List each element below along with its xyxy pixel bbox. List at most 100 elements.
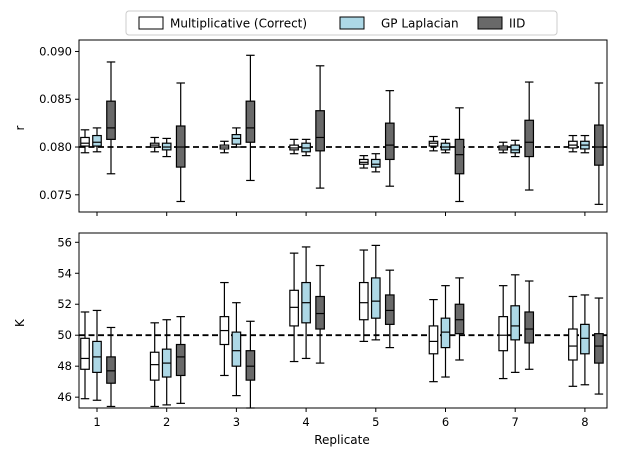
box-r-iid-rep2 [175,82,186,203]
box-body [454,138,465,175]
legend-swatch-iid [477,16,503,30]
box-r-iid-rep4 [315,65,325,189]
box-r-multiplicative-rep5 [358,155,369,169]
box-k-multiplicative-rep8 [568,295,578,387]
panel-k-plot-area [79,244,607,409]
box-r-iid-rep1 [106,61,116,175]
panel-r-plot-area [79,54,607,205]
box-k-gp-laplacian-rep1 [92,309,102,401]
box-body [80,136,90,147]
panel-k-x-tick-label: 7 [512,415,519,429]
box-k-multiplicative-rep1 [80,311,90,400]
panel-k-y-tick-label: 48 [57,359,72,373]
box-body [384,122,395,161]
box-k-iid-rep6 [454,277,465,361]
panel-k-x-label: Replicate [314,433,370,447]
panel-r-x-axis [96,212,586,216]
box-r-gp-laplacian-rep2 [161,137,172,158]
box-r-gp-laplacian-rep5 [370,153,381,173]
panel-r-y-tick-label: 0.080 [39,140,72,154]
panel-k-y-label: K [13,318,27,327]
box-body [440,317,451,349]
box-body [245,100,256,143]
box-body [384,294,395,325]
legend-label-gp-laplacian: GP Laplacian [381,17,459,31]
panel-k-frame [78,232,608,409]
box-body [315,295,325,330]
box-k-iid-rep3 [245,320,256,409]
box-body [358,281,369,321]
panel-k-y-tick-label: 56 [57,235,72,249]
box-body [568,328,578,361]
box-k-iid-rep7 [524,280,535,370]
box-body [245,350,256,381]
box-r-iid-rep3 [245,54,256,182]
box-k-multiplicative-rep2 [149,322,160,408]
panel-k-x-tick-label: 1 [93,415,100,429]
box-k-iid-rep8 [594,297,604,395]
box-r-gp-laplacian-rep4 [301,138,311,157]
panel-k-x-tick-label: 8 [581,415,588,429]
box-r-gp-laplacian-rep6 [440,138,451,154]
box-body [510,305,521,341]
box-k-iid-rep5 [384,269,395,349]
box-r-iid-rep5 [384,90,395,187]
box-k-gp-laplacian-rep5 [370,244,381,341]
panel-k-x-tick-label: 3 [233,415,240,429]
box-k-gp-laplacian-rep4 [301,246,311,360]
legend-swatch-gp-laplacian [339,16,365,30]
box-body [80,337,90,370]
box-r-multiplicative-rep2 [149,136,160,153]
box-body [498,316,509,352]
box-body [524,311,535,344]
box-body [231,134,242,145]
box-k-iid-rep1 [106,326,116,408]
box-body [524,119,535,158]
box-body [580,323,590,355]
panel-k-x-tick-label: 2 [163,415,170,429]
box-body [370,158,381,168]
box-r-iid-rep6 [454,107,465,203]
box-body [289,289,299,327]
panel-k-x-tick-label: 6 [442,415,449,429]
box-body [106,100,116,140]
legend: Multiplicative (Correct) GP Laplacian II… [125,10,558,36]
legend-label-multiplicative: Multiplicative (Correct) [170,17,307,31]
panel-k-y-axis: 46 48 50 52 54 56 [57,235,79,404]
box-body [428,325,439,355]
box-r-gp-laplacian-rep3 [231,127,242,148]
panel-r-y-tick-label: 0.085 [39,92,72,106]
box-body [175,343,186,377]
panel-r: 0.075 0.080 0.085 0.090 r [13,39,608,216]
legend-label-iid: IID [509,17,525,31]
box-r-multiplicative-rep3 [219,140,230,154]
box-k-iid-rep4 [315,264,325,364]
box-k-multiplicative-rep6 [428,298,439,383]
panel-r-y-label: r [13,125,27,130]
box-body [594,333,604,364]
panel-r-y-tick-label: 0.075 [39,188,72,202]
box-k-gp-laplacian-rep2 [161,319,172,406]
box-r-multiplicative-rep7 [498,141,509,154]
box-body [315,110,325,152]
panel-k-x-tick-label: 4 [302,415,309,429]
panel-k-x-tick-label: 5 [372,415,379,429]
box-r-iid-rep7 [524,81,535,191]
box-body [454,303,465,335]
panel-r-y-tick-label: 0.090 [39,44,72,58]
panel-k-x-axis: 1 2 3 4 5 6 7 8 [93,408,589,429]
box-k-multiplicative-rep5 [358,249,369,343]
box-body [594,124,604,166]
box-r-multiplicative-rep8 [568,134,578,153]
box-k-gp-laplacian-rep8 [580,294,590,386]
legend-swatch-multiplicative [138,16,164,30]
box-body [149,351,160,381]
box-k-multiplicative-rep3 [219,281,230,377]
box-r-gp-laplacian-rep7 [510,139,521,158]
box-r-iid-rep8 [594,82,604,205]
box-k-gp-laplacian-rep6 [440,285,451,378]
panel-r-frame [78,39,608,213]
box-r-gp-laplacian-rep8 [580,134,590,154]
